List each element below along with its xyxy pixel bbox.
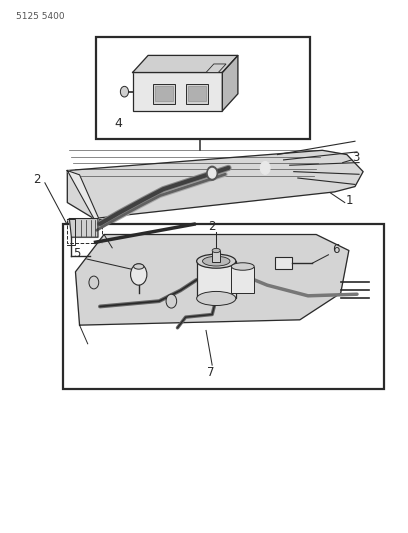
Bar [133, 72, 222, 111]
Polygon shape [69, 219, 98, 237]
Bar [188, 86, 206, 101]
Bar [275, 257, 292, 269]
Circle shape [260, 161, 270, 174]
Bar [186, 84, 208, 104]
Text: 3: 3 [353, 151, 360, 165]
Bar [155, 86, 173, 101]
Text: 2: 2 [33, 173, 41, 187]
Ellipse shape [197, 292, 236, 305]
Circle shape [166, 294, 177, 308]
Ellipse shape [134, 264, 144, 269]
Circle shape [120, 86, 129, 97]
Polygon shape [67, 150, 363, 219]
Ellipse shape [231, 263, 254, 270]
Bar [96, 37, 310, 139]
Text: 5125 5400: 5125 5400 [16, 12, 65, 21]
Text: 1: 1 [346, 194, 353, 207]
Circle shape [131, 264, 147, 285]
Ellipse shape [212, 248, 220, 253]
Circle shape [207, 166, 217, 180]
Ellipse shape [197, 254, 236, 268]
Text: 4: 4 [114, 117, 122, 130]
Text: 7: 7 [207, 366, 214, 379]
Polygon shape [206, 64, 226, 72]
Bar [153, 84, 175, 104]
Circle shape [208, 168, 216, 178]
Text: 6: 6 [333, 243, 340, 256]
Polygon shape [75, 235, 349, 325]
Polygon shape [222, 55, 238, 111]
Bar [212, 251, 220, 262]
Circle shape [89, 276, 99, 289]
Polygon shape [67, 171, 100, 221]
Ellipse shape [202, 256, 230, 266]
Bar [63, 224, 384, 389]
Bar [197, 261, 236, 298]
Bar [231, 266, 254, 293]
Text: 2: 2 [208, 220, 216, 233]
Text: 5: 5 [73, 247, 81, 260]
Polygon shape [67, 219, 75, 245]
Polygon shape [133, 55, 238, 72]
